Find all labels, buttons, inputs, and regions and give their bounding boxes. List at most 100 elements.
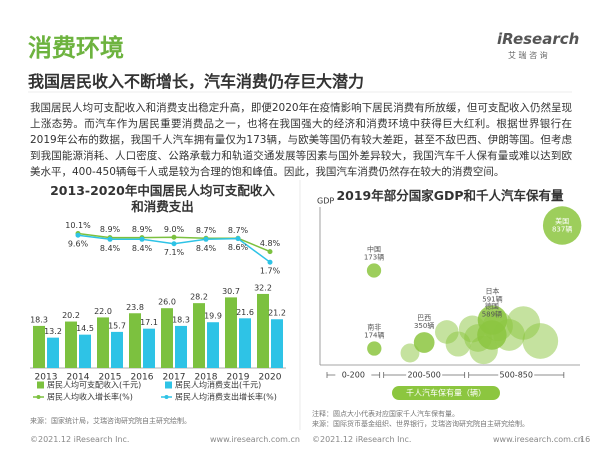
line-point	[267, 249, 273, 255]
bubble	[469, 335, 498, 365]
legend-label: 居民人均消费支出增长率(%)	[175, 392, 277, 402]
source: 来源：国家统计局，艾瑞咨询研究院自主研究绘制。	[30, 417, 191, 425]
legend-swatch	[37, 381, 44, 389]
y-axis-label: GDP	[317, 197, 334, 206]
source: 来源：国际货币基金组织、世界银行，艾瑞咨询研究院自主研究绘制。	[312, 420, 529, 428]
bar	[65, 321, 77, 368]
line-label: 4.8%	[260, 239, 281, 248]
point-label: 巴西	[417, 314, 431, 322]
bubble	[522, 323, 559, 359]
bar	[97, 317, 109, 368]
point-value-label: 591辆	[482, 294, 502, 303]
legend-swatch	[165, 381, 172, 389]
x-band-label-bg	[335, 370, 372, 380]
line-point	[171, 234, 177, 240]
x-band-label: 200-500	[407, 371, 440, 380]
bar	[257, 293, 269, 368]
line-point	[203, 236, 209, 242]
line-point	[75, 232, 81, 238]
bar-label: 15.7	[108, 321, 126, 330]
legend-label: 居民人均消费支出(千元)	[175, 380, 261, 390]
bar	[129, 313, 141, 368]
bubble	[366, 263, 382, 278]
bar-label: 13.2	[44, 327, 62, 336]
bar	[225, 297, 237, 368]
footer-text: ©2021.12 iResearch Inc.	[30, 435, 130, 444]
bar	[143, 328, 155, 368]
line-point	[171, 241, 177, 247]
bar-label: 30.7	[222, 287, 240, 296]
bar	[175, 325, 187, 368]
bar-label: 23.8	[126, 303, 144, 312]
line-label: 9.0%	[164, 225, 185, 234]
bar	[193, 303, 205, 368]
bar-label: 28.2	[190, 293, 208, 302]
chart-title: 2019年部分国家GDP和千人汽车保有量	[336, 188, 564, 203]
legend-swatch	[36, 395, 41, 399]
point-label: 中国	[367, 244, 381, 253]
bar	[207, 322, 219, 368]
bar	[111, 331, 123, 368]
line-label: 8.7%	[228, 226, 249, 235]
legend-label: 居民人均收入增长率(%)	[47, 392, 133, 402]
line-label: 8.4%	[132, 244, 153, 253]
line-label: 8.6%	[228, 243, 249, 252]
bar	[271, 319, 283, 368]
legend-swatch	[164, 395, 169, 399]
logo: iResearch	[497, 30, 580, 48]
x-tick-label: 2020	[259, 373, 282, 383]
line-label: 1.7%	[260, 267, 281, 276]
point-value-label: 589辆	[482, 309, 502, 318]
x-band-label-bg	[406, 370, 443, 380]
logo-subtitle: 艾 瑞 咨 询	[508, 51, 548, 60]
x-axis-label-bg	[392, 386, 500, 400]
x-tick-label: 2014	[67, 373, 90, 383]
x-axis-label: 千人汽车保有量（辆）	[406, 388, 486, 398]
point-label: 美国	[555, 217, 569, 226]
point-value-label: 837辆	[552, 225, 572, 234]
bar-label: 19.9	[204, 312, 222, 321]
x-tick-label: 2018	[195, 373, 218, 383]
point-label: 德国	[485, 301, 499, 310]
x-tick-label: 2013	[35, 373, 58, 383]
line-label: 8.9%	[100, 225, 121, 234]
bar-label: 17.1	[140, 318, 158, 327]
bar	[239, 318, 251, 368]
x-tick-label: 2016	[131, 373, 154, 383]
bar-label: 32.2	[254, 283, 272, 292]
line-point	[235, 236, 241, 242]
point-value-label: 174辆	[364, 330, 384, 339]
legend-label: 居民人均可支配收入(千元)	[47, 380, 141, 390]
line-point	[267, 259, 273, 265]
point-label: 日本	[485, 286, 499, 295]
footer-text: www.iresearch.com.cn	[493, 435, 583, 444]
paragraph: 我国居民人均可支配收入和消费支出稳定升高，即便2020年在疫情影响下居民消费有所…	[30, 102, 572, 178]
point-value-label: 173辆	[364, 252, 384, 261]
x-tick-label: 2015	[99, 373, 122, 383]
bar-label: 18.3	[30, 315, 48, 324]
note: 注释：圆点大小代表对应国家千人汽车保有量。	[312, 410, 459, 418]
bar-label: 18.3	[172, 315, 190, 324]
line-label: 7.1%	[164, 248, 185, 257]
line-point	[139, 236, 145, 242]
line-label: 8.4%	[196, 244, 217, 253]
line-point	[107, 236, 113, 242]
bubble	[400, 343, 420, 363]
line-label: 9.6%	[68, 240, 89, 249]
x-band-label: 500-850	[500, 371, 533, 380]
bubble	[413, 332, 435, 353]
x-tick-label: 2019	[227, 373, 250, 383]
footer-text: www.iresearch.com.cn	[210, 435, 300, 444]
bar	[79, 334, 91, 368]
x-tick-label: 2017	[163, 373, 186, 383]
line-label: 8.9%	[132, 225, 153, 234]
bar-label: 21.2	[268, 309, 286, 318]
page-subtitle: 我国居民收入不断增长，汽车消费仍存巨大潜力	[28, 72, 365, 91]
bar-label: 21.6	[236, 308, 254, 317]
bar-label: 14.5	[76, 324, 94, 333]
line-label: 10.1%	[65, 221, 91, 230]
line-label: 8.4%	[100, 244, 121, 253]
bar-label: 26.0	[158, 298, 176, 307]
